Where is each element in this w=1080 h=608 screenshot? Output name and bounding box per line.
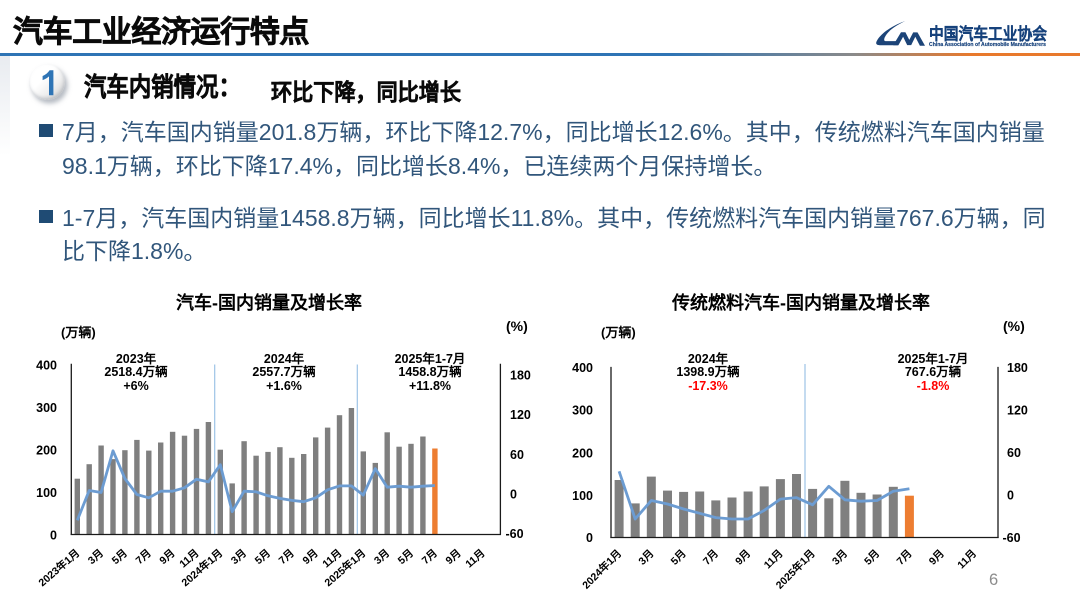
svg-text:3月: 3月 [830, 548, 850, 568]
svg-text:180: 180 [1007, 361, 1028, 375]
svg-text:0: 0 [50, 529, 57, 543]
svg-text:60: 60 [1007, 446, 1021, 460]
svg-text:9月: 9月 [300, 547, 320, 567]
svg-text:9月: 9月 [927, 548, 947, 568]
svg-text:60: 60 [510, 448, 524, 462]
svg-text:5月: 5月 [110, 547, 130, 567]
svg-text:5月: 5月 [669, 548, 689, 568]
svg-text:7月: 7月 [134, 547, 154, 567]
svg-text:0: 0 [1007, 489, 1014, 503]
svg-text:9月: 9月 [443, 547, 463, 567]
svg-text:11月: 11月 [463, 547, 487, 570]
svg-text:200: 200 [572, 446, 593, 460]
svg-text:-60: -60 [506, 527, 524, 541]
svg-text:-60: -60 [1003, 531, 1021, 545]
svg-text:100: 100 [36, 486, 57, 500]
svg-text:100: 100 [572, 489, 593, 503]
svg-text:11月: 11月 [955, 548, 979, 572]
svg-text:9月: 9月 [733, 548, 753, 568]
svg-text:7月: 7月 [894, 548, 914, 568]
svg-text:5月: 5月 [862, 548, 882, 568]
svg-text:400: 400 [36, 358, 57, 372]
svg-text:2024年1月: 2024年1月 [580, 547, 625, 592]
svg-text:5月: 5月 [253, 547, 273, 567]
svg-text:2023年1月: 2023年1月 [36, 546, 82, 589]
svg-text:120: 120 [510, 408, 531, 422]
svg-text:5月: 5月 [396, 547, 416, 567]
svg-text:300: 300 [36, 401, 57, 415]
svg-text:0: 0 [586, 531, 593, 545]
svg-text:7月: 7月 [277, 547, 297, 567]
svg-text:China Association of Automobil: China Association of Automobile Manufact… [929, 42, 1046, 48]
svg-text:0: 0 [510, 488, 517, 502]
svg-text:中国汽车工业协会: 中国汽车工业协会 [929, 24, 1047, 44]
svg-text:3月: 3月 [372, 547, 392, 567]
svg-text:3月: 3月 [86, 547, 106, 567]
svg-text:7月: 7月 [701, 548, 721, 568]
svg-text:3月: 3月 [636, 548, 656, 568]
svg-text:11月: 11月 [762, 548, 786, 572]
svg-text:180: 180 [510, 368, 531, 382]
svg-text:200: 200 [36, 444, 57, 458]
svg-text:9月: 9月 [157, 547, 177, 567]
svg-text:3月: 3月 [229, 547, 249, 567]
svg-text:300: 300 [572, 404, 593, 418]
svg-text:7月: 7月 [420, 547, 440, 567]
svg-text:120: 120 [1007, 404, 1028, 418]
svg-text:400: 400 [572, 361, 593, 375]
